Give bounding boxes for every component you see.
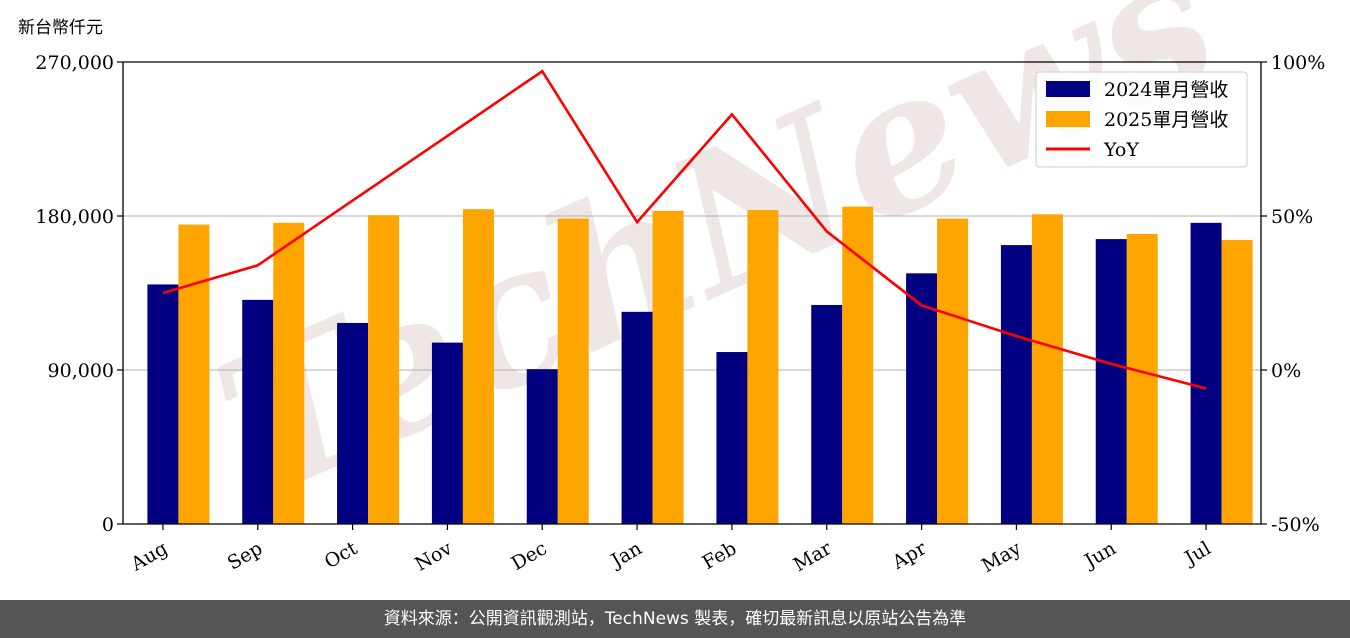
- bar-2024: [337, 322, 369, 524]
- bar-2024: [621, 311, 653, 524]
- bar-2025: [178, 224, 210, 525]
- x-tick-label: Mar: [790, 537, 836, 576]
- x-tick-label: Aug: [127, 537, 172, 576]
- y-right-tick-label: 100%: [1271, 52, 1325, 74]
- y-right-tick-label: 0%: [1271, 360, 1301, 382]
- bar-2024: [811, 304, 843, 524]
- bar-2025: [1126, 233, 1158, 524]
- yoy-line: [162, 69, 1207, 390]
- legend-label: 2024單月營收: [1104, 79, 1228, 101]
- bar-2024: [716, 352, 748, 524]
- bar-2024: [526, 369, 558, 524]
- bar-2024: [1190, 222, 1222, 524]
- bar-2025: [652, 210, 684, 524]
- x-tick-label: Jan: [606, 537, 646, 573]
- bar-2025: [557, 218, 589, 525]
- source-text: 資料來源：公開資訊觀測站，TechNews 製表，確切最新訊息以原站公告為準: [383, 609, 967, 629]
- chart-svg: TechNews新台幣仟元090,000180,000270,000-50%0%…: [18, 0, 1325, 577]
- x-tick-label: May: [978, 537, 1025, 577]
- y-right-tick-label: -50%: [1271, 514, 1320, 536]
- bar-2024: [1095, 239, 1127, 524]
- bar-2024: [1000, 245, 1032, 525]
- bar-2025: [273, 222, 305, 524]
- bar-2025: [1221, 239, 1253, 524]
- bar-2024: [242, 299, 274, 524]
- legend-swatch: [1046, 81, 1090, 97]
- legend-label: YoY: [1103, 139, 1139, 161]
- y-left-tick-label: 0: [102, 514, 114, 536]
- bar-2025: [842, 206, 874, 525]
- source-footer: 資料來源：公開資訊觀測站，TechNews 製表，確切最新訊息以原站公告為準: [0, 600, 1350, 638]
- x-tick-label: Feb: [699, 537, 741, 574]
- x-tick-label: Dec: [508, 537, 551, 575]
- legend-label: 2025單月營收: [1104, 109, 1228, 131]
- y-left-tick-label: 180,000: [35, 206, 114, 228]
- x-tick-label: Jul: [1179, 537, 1214, 570]
- chart: TechNews 新台幣仟元 0 90,000 180,000 270,000 -50% 0%…: [18, 0, 1325, 577]
- bar-2025: [937, 218, 969, 525]
- x-tick-label: Apr: [888, 537, 931, 574]
- legend-swatch: [1046, 111, 1090, 127]
- bar-2024: [906, 273, 938, 524]
- y-left-tick-label: 270,000: [35, 52, 114, 74]
- bar-2025: [747, 210, 779, 524]
- unit-label: 新台幣仟元: [18, 18, 103, 38]
- x-tick-label: Sep: [224, 537, 267, 574]
- bar-2025: [1031, 214, 1063, 525]
- bar-2024: [147, 284, 179, 524]
- y-right-tick-label: 50%: [1271, 206, 1313, 228]
- bar-2025: [462, 209, 494, 524]
- bar-2025: [368, 215, 400, 524]
- x-tick-label: Jun: [1079, 537, 1120, 573]
- bar-2024: [431, 342, 463, 524]
- x-tick-label: Nov: [411, 537, 456, 576]
- x-tick-label: Oct: [321, 537, 362, 573]
- y-left-tick-label: 90,000: [48, 360, 114, 382]
